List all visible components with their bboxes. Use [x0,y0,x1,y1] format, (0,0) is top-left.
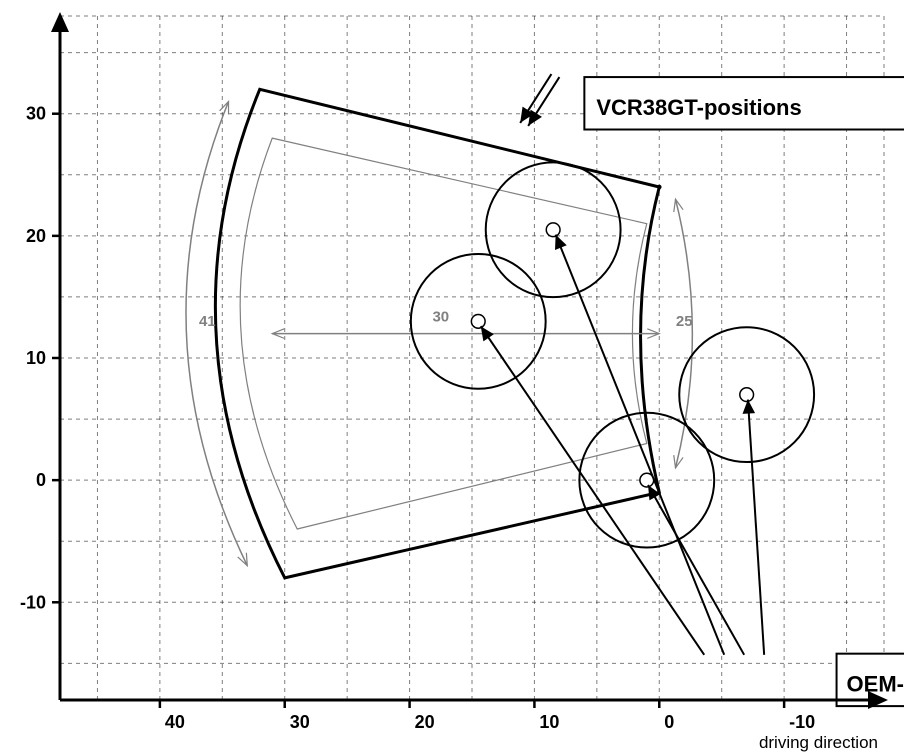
y-tick-label: 20 [26,226,46,246]
dim-value: 41 [199,313,216,330]
dim-value: 25 [676,313,693,330]
corner-dot [657,185,662,190]
x-tick-label: 0 [664,712,674,732]
leader-line [748,400,764,655]
oem-label-text: OEM-positions [847,671,904,696]
x-tick-label: 10 [539,712,559,732]
x-tick-label: -10 [789,712,815,732]
x-tick-label: 30 [290,712,310,732]
leader-line [648,485,744,655]
position-center [546,223,560,237]
position-center [471,314,485,328]
x-tick-label: 40 [165,712,185,732]
vcr-label-text: VCR38GT-positions [596,95,801,120]
y-tick-label: 30 [26,104,46,124]
y-tick-label: 10 [26,348,46,368]
y-tick-label: 0 [36,470,46,490]
axis-label: driving direction [759,733,878,752]
x-tick-label: 20 [415,712,435,732]
dim-value: 30 [432,308,449,325]
leader-line [556,235,725,655]
position-center [740,388,754,402]
leader-line [481,326,704,655]
y-tick-label: -10 [20,592,46,612]
